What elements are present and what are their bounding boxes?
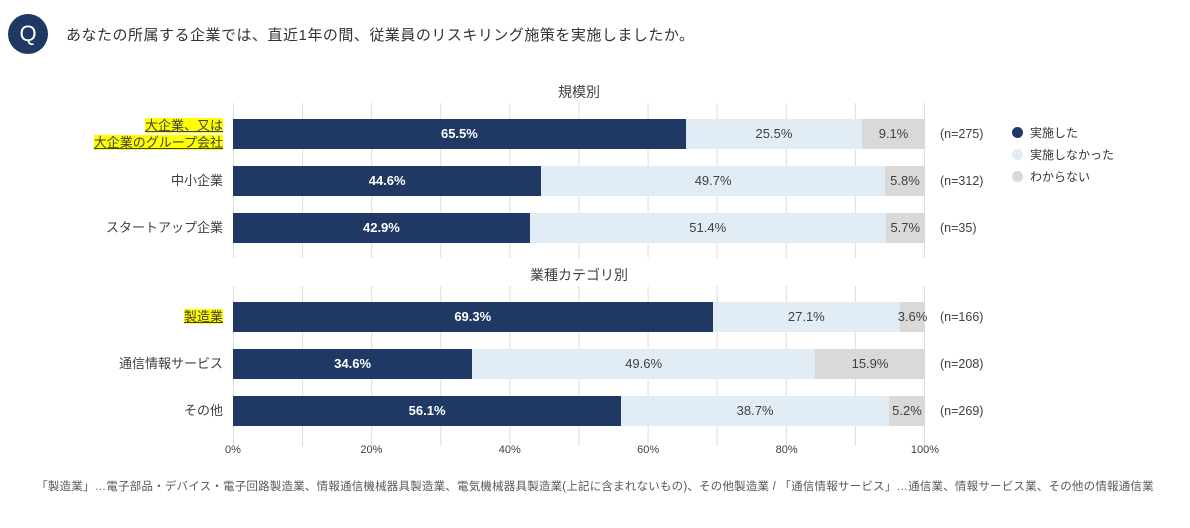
- percent-label: 5.7%: [890, 220, 921, 235]
- percent-label: 44.6%: [368, 173, 406, 188]
- legend-dot: [1012, 149, 1023, 160]
- percent-label: 5.8%: [890, 173, 920, 188]
- category-label-text: 中小企業: [170, 173, 223, 188]
- legend: 実施した実施しなかった わからない: [1012, 124, 1114, 190]
- x-axis-tick: 60%: [637, 444, 660, 456]
- category-label: 通信情報サービス: [0, 355, 233, 372]
- legend-label: 実施しなかった: [1030, 148, 1115, 162]
- x-axis: 0% 20% 40% 60% 80% 100%: [225, 438, 939, 460]
- bar-segment: 38.7%: [621, 395, 889, 426]
- percent-label: 34.6%: [334, 356, 372, 371]
- x-axis-tick: 100%: [910, 444, 940, 456]
- legend-label: わからない: [1030, 170, 1091, 184]
- bar-segment: 3.6%: [897, 301, 928, 332]
- x-axis-tick: 0%: [225, 444, 241, 456]
- percent-label: 65.5%: [440, 126, 478, 141]
- chart-title-industry: 業種カテゴリ別: [530, 267, 628, 283]
- bar-segment: 5.7%: [885, 212, 925, 243]
- category-label-text: 通信情報サービス: [118, 356, 223, 371]
- percent-label: 27.1%: [787, 309, 825, 324]
- chart-row: 製造業 69.3% 27.1% 3.6% (n=166): [0, 293, 1190, 340]
- legend-label: 実施した: [1030, 126, 1079, 140]
- category-label: その他: [0, 402, 233, 419]
- bar-segment: 51.4%: [529, 212, 886, 243]
- bar-track: 56.1% 38.7% 5.2%: [233, 395, 925, 426]
- question-text: あなたの所属する企業では、直近1年の間、従業員のリスキリング施策を実施しましたか…: [66, 26, 695, 44]
- legend-item: わからない: [1012, 168, 1114, 185]
- percent-label: 38.7%: [736, 403, 774, 418]
- bar-segment: 5.8%: [884, 165, 926, 196]
- question-icon: Q: [8, 14, 48, 54]
- bar-segment: 5.2%: [889, 395, 925, 426]
- bar-segment: 42.9%: [233, 212, 530, 243]
- bar-track: 65.5% 25.5% 9.1%: [233, 118, 925, 149]
- bar-segment: 25.5%: [685, 118, 863, 149]
- percent-label: 9.1%: [878, 126, 909, 141]
- category-label: スタートアップ企業: [0, 219, 233, 236]
- bar-segment: 34.6%: [233, 348, 473, 379]
- chart-row: 大企業、又は 大企業のグループ会社 65.5% 25.5% 9.1% (n=275): [0, 110, 1190, 157]
- bar-segment: 69.3%: [233, 301, 713, 332]
- sample-size: (n=35): [940, 220, 977, 235]
- legend-dot: [1012, 127, 1023, 138]
- bar-track: 69.3% 27.1% 3.6%: [233, 301, 928, 332]
- percent-label: 49.6%: [625, 356, 663, 371]
- category-label-text: スタートアップ企業: [105, 220, 223, 235]
- category-label-text: 製造業: [183, 309, 223, 324]
- percent-label: 69.3%: [454, 309, 492, 324]
- category-label-text: 大企業、又は: [144, 117, 223, 133]
- chart-title-size: 規模別: [558, 84, 600, 100]
- sample-size: (n=275): [940, 126, 984, 141]
- sample-size: (n=312): [940, 173, 984, 188]
- bar-segment: 49.6%: [472, 348, 816, 379]
- bar-segment: 44.6%: [233, 165, 542, 196]
- percent-label: 5.2%: [892, 403, 922, 418]
- sample-size: (n=269): [940, 403, 984, 418]
- category-label-text: 大企業のグループ会社: [93, 134, 223, 150]
- chart-row: 中小企業 44.6% 49.7% 5.8% (n=312): [0, 157, 1190, 204]
- bar-track: 34.6% 49.6% 15.9%: [233, 348, 925, 379]
- category-label: 大企業、又は 大企業のグループ会社: [0, 117, 233, 151]
- bar-segment: 27.1%: [712, 301, 901, 332]
- bar-segment: 65.5%: [233, 118, 686, 149]
- percent-label: 3.6%: [897, 309, 928, 324]
- category-label: 製造業: [0, 308, 233, 325]
- x-axis-tick: 80%: [775, 444, 798, 456]
- bar-track: 42.9% 51.4% 5.7%: [233, 212, 925, 243]
- chart-row: その他 56.1% 38.7% 5.2% (n=269): [0, 387, 1190, 434]
- footnote: 「製造業」…電子部品・デバイス・電子回路製造業、情報通信機械器具製造業、電気機械…: [36, 481, 1154, 493]
- sample-size: (n=166): [940, 309, 984, 324]
- bar-segment: 15.9%: [815, 348, 925, 379]
- legend-item: 実施しなかった: [1012, 146, 1114, 163]
- chart-row: スタートアップ企業 42.9% 51.4% 5.7% (n=35): [0, 204, 1190, 251]
- category-label-text: その他: [183, 403, 223, 418]
- question-header: Q あなたの所属する企業では、直近1年の間、従業員のリスキリング施策を実施しまし…: [0, 14, 1190, 54]
- bar-segment: 56.1%: [233, 395, 622, 426]
- chart-by-size: 大企業、又は 大企業のグループ会社 65.5% 25.5% 9.1% (n=275) 中小企…: [0, 103, 1190, 258]
- bar-segment: 9.1%: [862, 118, 925, 149]
- category-label: 中小企業: [0, 172, 233, 189]
- bar-track: 44.6% 49.7% 5.8%: [233, 165, 926, 196]
- percent-label: 56.1%: [408, 403, 446, 418]
- x-axis-tick: 20%: [360, 444, 383, 456]
- legend-dot: [1012, 171, 1023, 182]
- chart-row: 通信情報サービス 34.6% 49.6% 15.9% (n=208): [0, 340, 1190, 387]
- chart-by-industry: 製造業 69.3% 27.1% 3.6% (n=166) 通信情報サービス 34.6% 49.…: [0, 286, 1190, 446]
- percent-label: 49.7%: [694, 173, 732, 188]
- legend-item: 実施した: [1012, 124, 1114, 141]
- bar-segment: 49.7%: [541, 165, 885, 196]
- percent-label: 51.4%: [689, 220, 727, 235]
- percent-label: 42.9%: [362, 220, 400, 235]
- percent-label: 25.5%: [755, 126, 793, 141]
- percent-label: 15.9%: [851, 356, 889, 371]
- x-axis-tick: 40%: [498, 444, 521, 456]
- sample-size: (n=208): [940, 356, 984, 371]
